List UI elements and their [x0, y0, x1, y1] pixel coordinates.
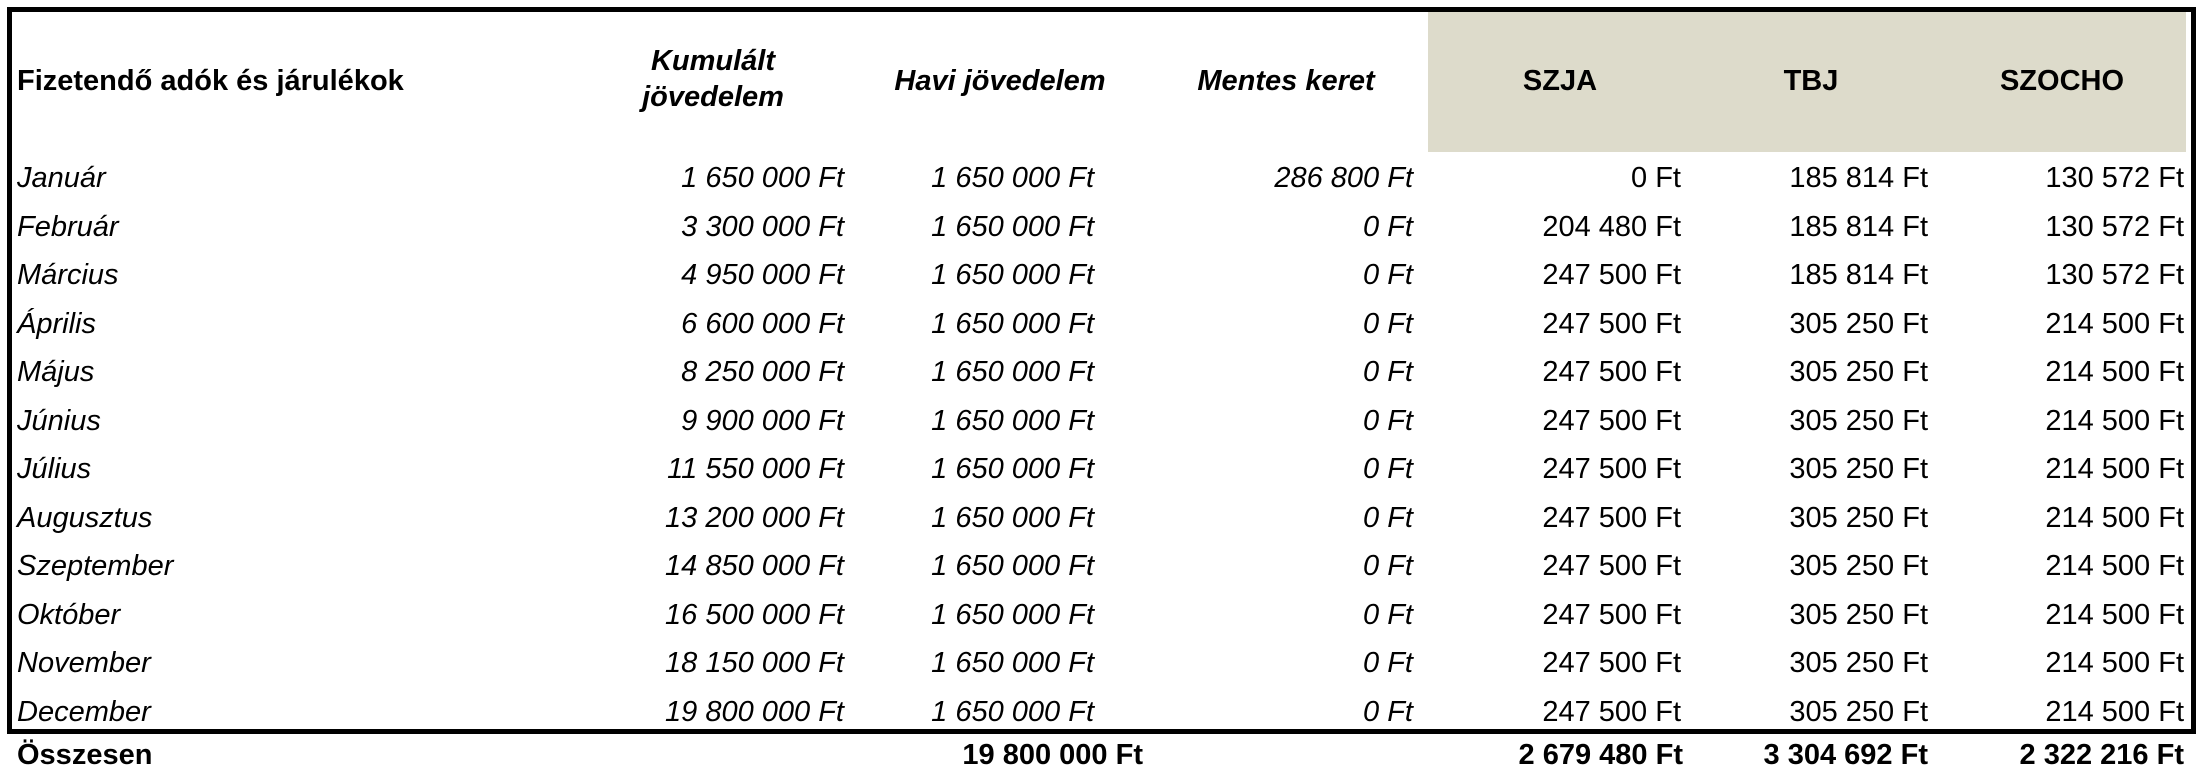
column-header: Havi jövedelem [894, 65, 1106, 97]
table-cell: 1 650 000 Ft [931, 307, 1094, 340]
table-cell: 305 250 Ft [1789, 307, 1928, 340]
table-cell: 305 250 Ft [1789, 501, 1928, 534]
row-label: Szeptember [17, 550, 174, 582]
column-header: Mentes keret [1197, 65, 1375, 97]
row-label: December [17, 695, 151, 728]
column-header: Kumulált jövedelem [642, 45, 784, 114]
table-border [7, 7, 2196, 734]
table-cell: 0 Ft [1363, 453, 1413, 485]
row-label: Április [17, 307, 96, 340]
table-cell: 247 500 Ft [1542, 404, 1681, 437]
table-cell: 286 800 Ft [1274, 162, 1413, 194]
column-header: Fizetendő adók és járulékok [17, 65, 404, 97]
table-cell: 0 Ft [1631, 162, 1681, 194]
table-cell: 0 Ft [1363, 404, 1413, 437]
table-cell: 204 480 Ft [1542, 210, 1681, 243]
table-cell: 247 500 Ft [1542, 598, 1681, 631]
table-cell: 214 500 Ft [2045, 550, 2184, 582]
table-cell: 0 Ft [1363, 598, 1413, 631]
table-cell: 4 950 000 Ft [681, 259, 844, 291]
table-cell: 1 650 000 Ft [931, 404, 1094, 437]
table-cell: 1 650 000 Ft [931, 453, 1094, 485]
total-cell: 2 679 480 Ft [1518, 739, 1683, 771]
row-label: Május [17, 356, 95, 388]
table-cell: 0 Ft [1363, 259, 1413, 291]
table-cell: 0 Ft [1363, 356, 1413, 388]
table-cell: 6 600 000 Ft [681, 307, 844, 340]
table-cell: 1 650 000 Ft [931, 259, 1094, 291]
table-cell: 0 Ft [1363, 695, 1413, 728]
table-cell: 13 200 000 Ft [665, 501, 844, 534]
table-cell: 185 814 Ft [1789, 210, 1928, 243]
table-cell: 214 500 Ft [2045, 695, 2184, 728]
table-cell: 1 650 000 Ft [931, 356, 1094, 388]
table-cell: 214 500 Ft [2045, 356, 2184, 388]
row-label: Július [17, 453, 92, 485]
table-cell: 1 650 000 Ft [931, 550, 1094, 582]
row-label: November [17, 647, 151, 679]
table-cell: 18 150 000 Ft [665, 647, 844, 679]
table-cell: 214 500 Ft [2045, 501, 2184, 534]
table-cell: 247 500 Ft [1542, 647, 1681, 679]
table-cell: 305 250 Ft [1789, 550, 1928, 582]
table-cell: 1 650 000 Ft [931, 647, 1094, 679]
table-cell: 0 Ft [1363, 210, 1413, 243]
table-cell: 14 850 000 Ft [665, 550, 844, 582]
table-cell: 1 650 000 Ft [681, 162, 844, 194]
row-label: Február [17, 210, 119, 243]
table-cell: 214 500 Ft [2045, 598, 2184, 631]
row-label: Március [17, 259, 119, 291]
table-cell: 9 900 000 Ft [681, 404, 844, 437]
table-cell: 247 500 Ft [1542, 307, 1681, 340]
column-header: SZJA [1522, 65, 1598, 97]
table-cell: 130 572 Ft [2045, 210, 2184, 243]
table-cell: 0 Ft [1363, 307, 1413, 340]
table-cell: 0 Ft [1363, 550, 1413, 582]
row-label: Augusztus [17, 501, 153, 534]
table-cell: 1 650 000 Ft [931, 162, 1094, 194]
table-cell: 305 250 Ft [1789, 453, 1928, 485]
row-label: Június [17, 404, 101, 437]
table-cell: 247 500 Ft [1542, 695, 1681, 728]
column-header: TBJ [1783, 65, 1839, 97]
table-cell: 1 650 000 Ft [931, 695, 1094, 728]
table-cell: 247 500 Ft [1542, 356, 1681, 388]
table-cell: 8 250 000 Ft [681, 356, 844, 388]
total-cell: 3 304 692 Ft [1763, 739, 1928, 771]
table-cell: 214 500 Ft [2045, 307, 2184, 340]
table-cell: 0 Ft [1363, 501, 1413, 534]
table-cell: 305 250 Ft [1789, 647, 1928, 679]
table-cell: 247 500 Ft [1542, 453, 1681, 485]
row-label: Január [17, 162, 106, 194]
table-cell: 3 300 000 Ft [681, 210, 844, 243]
table-cell: 1 650 000 Ft [931, 501, 1094, 534]
table-cell: 305 250 Ft [1789, 598, 1928, 631]
table-cell: 16 500 000 Ft [665, 598, 844, 631]
table-cell: 214 500 Ft [2045, 453, 2184, 485]
header-shade [1428, 12, 2186, 152]
table-cell: 305 250 Ft [1789, 695, 1928, 728]
table-cell: 247 500 Ft [1542, 259, 1681, 291]
table-cell: 1 650 000 Ft [931, 598, 1094, 631]
table-cell: 305 250 Ft [1789, 356, 1928, 388]
total-cell: 19 800 000 Ft [962, 739, 1143, 771]
total-cell: 2 322 216 Ft [2019, 739, 2184, 771]
total-label: Összesen [17, 739, 153, 771]
table-cell: 247 500 Ft [1542, 501, 1681, 534]
column-header: SZOCHO [1999, 65, 2125, 97]
table-cell: 247 500 Ft [1542, 550, 1681, 582]
row-label: Október [17, 598, 121, 631]
table-cell: 130 572 Ft [2045, 259, 2184, 291]
table-cell: 305 250 Ft [1789, 404, 1928, 437]
table-cell: 185 814 Ft [1789, 259, 1928, 291]
table-cell: 0 Ft [1363, 647, 1413, 679]
table-cell: 19 800 000 Ft [665, 695, 844, 728]
table-cell: 1 650 000 Ft [931, 210, 1094, 243]
table-cell: 11 550 000 Ft [667, 453, 844, 485]
table-cell: 130 572 Ft [2045, 162, 2184, 194]
table-cell: 214 500 Ft [2045, 647, 2184, 679]
table-cell: 185 814 Ft [1789, 162, 1928, 194]
table-cell: 214 500 Ft [2045, 404, 2184, 437]
